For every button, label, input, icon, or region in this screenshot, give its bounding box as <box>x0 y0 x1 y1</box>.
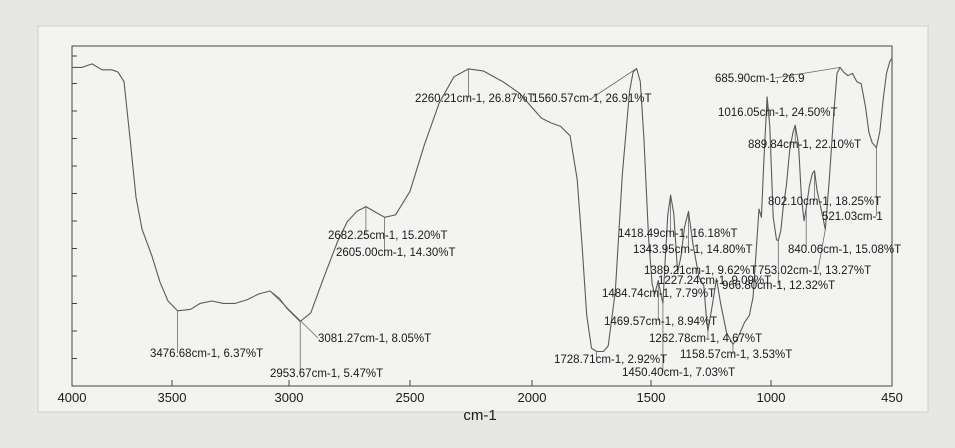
peak-label: 1450.40cm-1, 7.03%T <box>622 367 735 379</box>
peak-label: 1389.21cm-1, 9.62%T <box>644 265 757 277</box>
y-axis-ticks <box>72 55 77 387</box>
peak-leader-line <box>774 67 841 79</box>
peak-label: 2605.00cm-1, 14.30%T <box>336 247 456 259</box>
x-tick-label: 3000 <box>275 390 304 405</box>
peak-label: 2953.67cm-1, 5.47%T <box>270 368 383 380</box>
x-tick-label: 2000 <box>518 390 547 405</box>
peak-label: 840.06cm-1, 15.08%T <box>788 244 901 256</box>
plot-frame <box>71 45 893 387</box>
peak-label: 966.80cm-1, 12.32%T <box>722 280 835 292</box>
peak-leader-line <box>591 68 637 99</box>
peak-label: 1016.05cm-1, 24.50%T <box>718 107 838 119</box>
peak-label: 3476.68cm-1, 6.37%T <box>150 348 263 360</box>
x-tick-label: 1500 <box>637 390 666 405</box>
x-tick-label: 1000 <box>757 390 786 405</box>
peak-label: 1484.74cm-1, 7.79%T <box>602 288 715 300</box>
x-tick-label: 4000 <box>58 390 87 405</box>
x-axis-ticks: 4000 3500 3000 2500 2000 1500 1000 450 <box>58 380 903 405</box>
x-tick-label: 3500 <box>158 390 187 405</box>
x-tick-label: 450 <box>881 390 903 405</box>
peak-label: 2260.21cm-1, 26.87%T <box>415 93 535 105</box>
peak-label: 1262.78cm-1, 4.67%T <box>649 333 762 345</box>
peak-label: 1469.57cm-1, 8.94%T <box>604 316 717 328</box>
x-tick-label: 2500 <box>396 390 425 405</box>
peak-label: 1728.71cm-1, 2.92%T <box>554 354 667 366</box>
peak-label: 3081.27cm-1, 8.05%T <box>318 333 431 345</box>
peak-label: 753.02cm-1, 13.27%T <box>758 265 871 277</box>
x-axis-label: cm-1 <box>463 407 496 424</box>
peak-labels: 3476.68cm-1, 6.37%T 3081.27cm-1, 8.05%T 29… <box>150 73 901 380</box>
peak-label: 1418.49cm-1, 16.18%T <box>618 228 738 240</box>
peak-label: 802.10cm-1, 18.25%T <box>768 196 881 208</box>
peak-label: 2682.25cm-1, 15.20%T <box>328 230 448 242</box>
chart-panel <box>37 25 929 413</box>
peak-label: 1560.57cm-1, 26.91%T <box>532 93 652 105</box>
peak-label: 1227.24cm-1, 9.09%T <box>658 275 771 287</box>
peak-label: 1158.57cm-1, 3.53%T <box>680 349 792 361</box>
peak-label: 1343.95cm-1, 14.80%T <box>633 244 753 256</box>
peak-leader-line <box>269 290 319 339</box>
peak-leader-line <box>817 229 826 271</box>
peak-label: 685.90cm-1, 26.9 <box>715 73 805 85</box>
peak-label: 521.03cm-1 <box>822 211 883 223</box>
peak-label: 889.84cm-1, 22.10%T <box>748 139 861 151</box>
spectrum-line <box>72 57 893 353</box>
